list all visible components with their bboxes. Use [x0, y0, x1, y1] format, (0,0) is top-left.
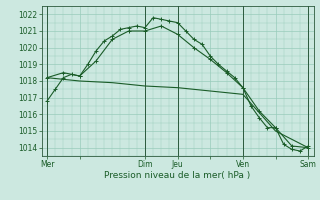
- X-axis label: Pression niveau de la mer( hPa ): Pression niveau de la mer( hPa ): [104, 171, 251, 180]
